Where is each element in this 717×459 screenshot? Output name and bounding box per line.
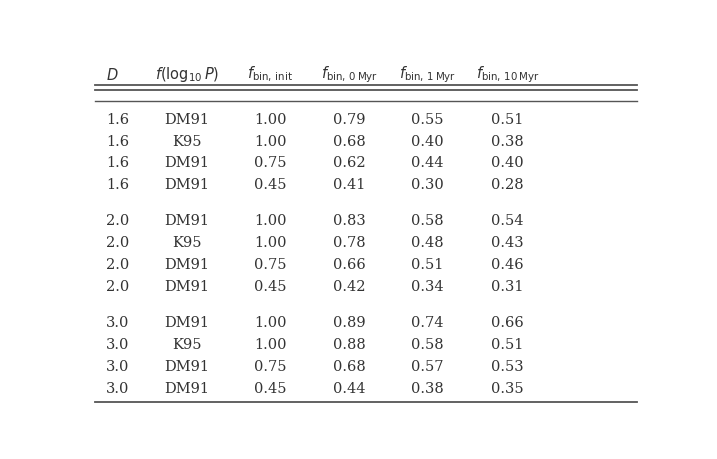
Text: 1.00: 1.00 bbox=[254, 316, 287, 330]
Text: K95: K95 bbox=[172, 134, 201, 149]
Text: 0.75: 0.75 bbox=[254, 360, 287, 374]
Text: 0.79: 0.79 bbox=[333, 113, 366, 127]
Text: 0.44: 0.44 bbox=[412, 157, 444, 170]
Text: 2.0: 2.0 bbox=[106, 236, 130, 250]
Text: DM91: DM91 bbox=[164, 113, 209, 127]
Text: 0.46: 0.46 bbox=[491, 258, 524, 272]
Text: 0.58: 0.58 bbox=[411, 214, 444, 229]
Text: 0.83: 0.83 bbox=[333, 214, 366, 229]
Text: 0.51: 0.51 bbox=[491, 338, 523, 352]
Text: 0.45: 0.45 bbox=[254, 382, 287, 396]
Text: 0.44: 0.44 bbox=[333, 382, 366, 396]
Text: 1.00: 1.00 bbox=[254, 338, 287, 352]
Text: 2.0: 2.0 bbox=[106, 280, 130, 294]
Text: $D$: $D$ bbox=[106, 67, 119, 83]
Text: 2.0: 2.0 bbox=[106, 214, 130, 229]
Text: 0.31: 0.31 bbox=[491, 280, 523, 294]
Text: 0.75: 0.75 bbox=[254, 258, 287, 272]
Text: 3.0: 3.0 bbox=[106, 316, 130, 330]
Text: 0.53: 0.53 bbox=[491, 360, 524, 374]
Text: DM91: DM91 bbox=[164, 382, 209, 396]
Text: 0.51: 0.51 bbox=[491, 113, 523, 127]
Text: DM91: DM91 bbox=[164, 214, 209, 229]
Text: 0.28: 0.28 bbox=[491, 179, 524, 192]
Text: 0.57: 0.57 bbox=[412, 360, 444, 374]
Text: DM91: DM91 bbox=[164, 179, 209, 192]
Text: 1.00: 1.00 bbox=[254, 113, 287, 127]
Text: 0.45: 0.45 bbox=[254, 280, 287, 294]
Text: 0.41: 0.41 bbox=[333, 179, 366, 192]
Text: K95: K95 bbox=[172, 236, 201, 250]
Text: 0.75: 0.75 bbox=[254, 157, 287, 170]
Text: 0.30: 0.30 bbox=[411, 179, 444, 192]
Text: 0.66: 0.66 bbox=[491, 316, 524, 330]
Text: 0.88: 0.88 bbox=[333, 338, 366, 352]
Text: $f_{\mathrm{bin,\,0\,Myr}}$: $f_{\mathrm{bin,\,0\,Myr}}$ bbox=[321, 64, 379, 85]
Text: 1.00: 1.00 bbox=[254, 236, 287, 250]
Text: 1.00: 1.00 bbox=[254, 214, 287, 229]
Text: 3.0: 3.0 bbox=[106, 360, 130, 374]
Text: 0.89: 0.89 bbox=[333, 316, 366, 330]
Text: 0.62: 0.62 bbox=[333, 157, 366, 170]
Text: 0.58: 0.58 bbox=[411, 338, 444, 352]
Text: 0.40: 0.40 bbox=[411, 134, 444, 149]
Text: 0.66: 0.66 bbox=[333, 258, 366, 272]
Text: DM91: DM91 bbox=[164, 360, 209, 374]
Text: 0.68: 0.68 bbox=[333, 134, 366, 149]
Text: 2.0: 2.0 bbox=[106, 258, 130, 272]
Text: 0.42: 0.42 bbox=[333, 280, 366, 294]
Text: 0.38: 0.38 bbox=[491, 134, 524, 149]
Text: $f(\log_{10}P)$: $f(\log_{10}P)$ bbox=[155, 65, 219, 84]
Text: 0.54: 0.54 bbox=[491, 214, 523, 229]
Text: DM91: DM91 bbox=[164, 316, 209, 330]
Text: 0.45: 0.45 bbox=[254, 179, 287, 192]
Text: 0.74: 0.74 bbox=[412, 316, 444, 330]
Text: K95: K95 bbox=[172, 338, 201, 352]
Text: 1.00: 1.00 bbox=[254, 134, 287, 149]
Text: DM91: DM91 bbox=[164, 280, 209, 294]
Text: 1.6: 1.6 bbox=[106, 113, 130, 127]
Text: 0.35: 0.35 bbox=[491, 382, 524, 396]
Text: 1.6: 1.6 bbox=[106, 134, 130, 149]
Text: 0.34: 0.34 bbox=[411, 280, 444, 294]
Text: $f_{\mathrm{bin,\,10\,Myr}}$: $f_{\mathrm{bin,\,10\,Myr}}$ bbox=[475, 64, 539, 85]
Text: 0.55: 0.55 bbox=[412, 113, 444, 127]
Text: $f_{\mathrm{bin,\,init}}$: $f_{\mathrm{bin,\,init}}$ bbox=[247, 65, 293, 84]
Text: 0.68: 0.68 bbox=[333, 360, 366, 374]
Text: 3.0: 3.0 bbox=[106, 382, 130, 396]
Text: 1.6: 1.6 bbox=[106, 179, 130, 192]
Text: 1.6: 1.6 bbox=[106, 157, 130, 170]
Text: 0.78: 0.78 bbox=[333, 236, 366, 250]
Text: $f_{\mathrm{bin,\,1\,Myr}}$: $f_{\mathrm{bin,\,1\,Myr}}$ bbox=[399, 64, 456, 85]
Text: 0.40: 0.40 bbox=[491, 157, 524, 170]
Text: 3.0: 3.0 bbox=[106, 338, 130, 352]
Text: 0.51: 0.51 bbox=[412, 258, 444, 272]
Text: DM91: DM91 bbox=[164, 157, 209, 170]
Text: DM91: DM91 bbox=[164, 258, 209, 272]
Text: 0.43: 0.43 bbox=[491, 236, 524, 250]
Text: 0.48: 0.48 bbox=[411, 236, 444, 250]
Text: 0.38: 0.38 bbox=[411, 382, 444, 396]
